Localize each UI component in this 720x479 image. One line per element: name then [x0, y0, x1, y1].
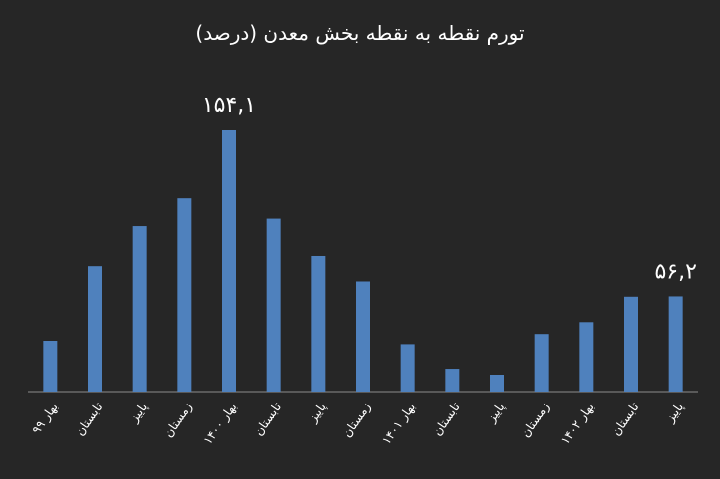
bar [356, 281, 370, 392]
bar [579, 322, 594, 392]
bar [400, 344, 415, 392]
bar [177, 198, 192, 392]
bar [445, 369, 460, 392]
bar [43, 340, 58, 392]
value-label: ۵۶,۲ [654, 259, 696, 284]
value-label: ۱۵۴,۱ [202, 93, 256, 118]
bar [668, 296, 683, 392]
bar [311, 255, 326, 392]
chart-title: تورم نقطه به نقطه بخش معدن (درصد) [195, 21, 524, 45]
bar [534, 334, 549, 392]
bar [624, 296, 638, 392]
bar [222, 130, 236, 392]
bar [132, 226, 147, 392]
bar [88, 266, 102, 392]
bar [490, 374, 504, 392]
bar [266, 218, 281, 392]
